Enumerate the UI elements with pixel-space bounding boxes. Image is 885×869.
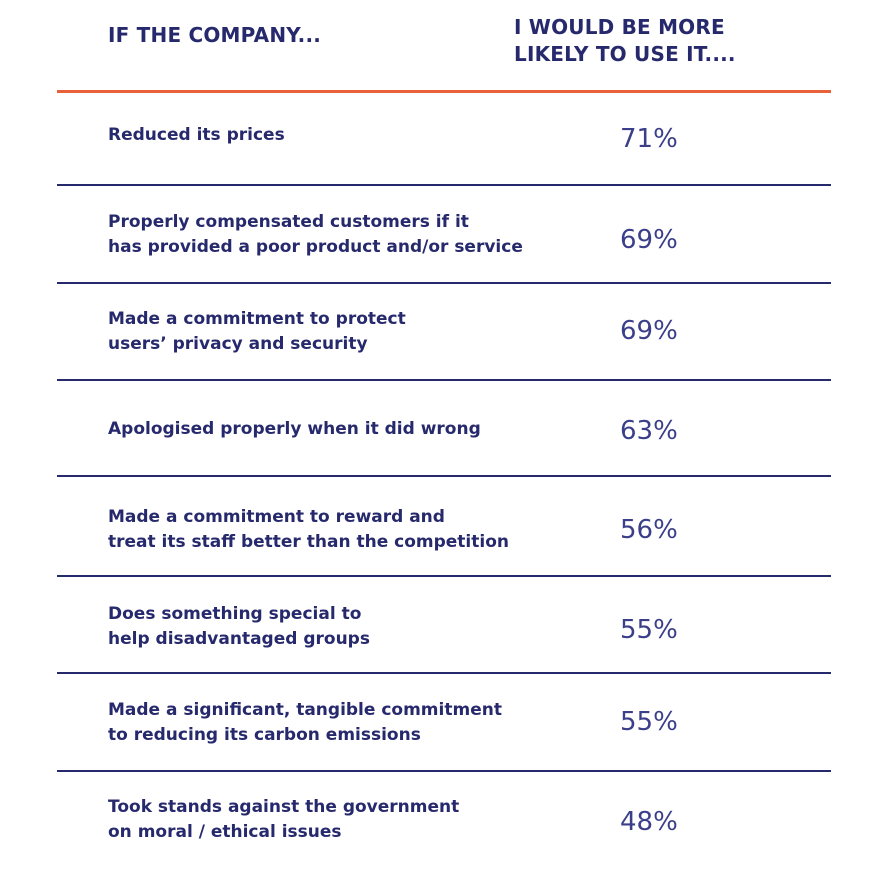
row-value: 56% [620,515,678,545]
column-header-condition: IF THE COMPANY... [108,23,322,47]
row-label: Made a commitment to reward and treat it… [108,507,509,552]
row-divider [57,575,831,577]
row-divider [57,282,831,284]
row-label: Does something special to help disadvant… [108,604,370,649]
row-divider [57,475,831,477]
row-value: 55% [620,707,678,737]
row-label: Took stands against the government on mo… [108,797,460,842]
row-divider [57,770,831,772]
row-divider [57,184,831,186]
row-label: Made a significant, tangible commitment … [108,700,502,745]
row-label: Made a commitment to protect users’ priv… [108,309,406,354]
row-divider [57,672,831,674]
row-value: 48% [620,807,678,837]
row-value: 63% [620,416,678,446]
row-label: Reduced its prices [108,125,285,145]
row-value: 55% [620,615,678,645]
row-divider [57,379,831,381]
row-label: Properly compensated customers if it has… [108,212,523,257]
column-header-likelihood: I WOULD BE MORE LIKELY TO USE IT.... [514,15,736,66]
row-label: Apologised properly when it did wrong [108,419,481,439]
row-value: 69% [620,316,678,346]
header-divider [57,90,831,93]
row-value: 69% [620,225,678,255]
row-value: 71% [620,124,678,154]
